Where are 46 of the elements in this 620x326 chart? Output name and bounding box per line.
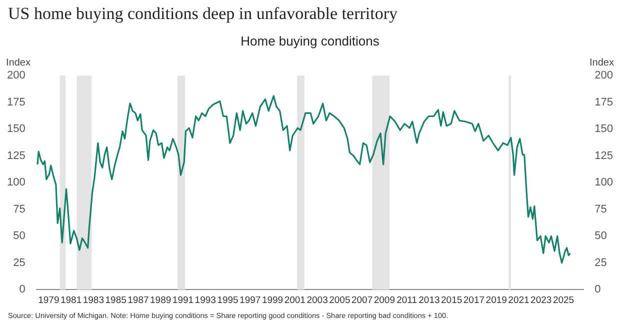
x-tick-label: 2023 — [530, 294, 552, 306]
chart-subtitle: Home buying conditions — [240, 33, 380, 48]
y2-tick-label: 200 — [594, 70, 614, 82]
x-tick-label: 1981 — [60, 294, 82, 306]
y-tick-label: 175 — [6, 96, 26, 108]
x-tick-label: 2003 — [306, 294, 328, 306]
y2-tick-label: 100 — [594, 176, 614, 189]
x-tick-label: 2021 — [508, 294, 530, 306]
y2-tick-label: 0 — [594, 284, 601, 296]
x-tick-label: 2017 — [463, 294, 485, 306]
y-tick-label: 200 — [6, 70, 26, 82]
x-tick-label: 1979 — [38, 294, 60, 306]
x-tick-label: 2005 — [329, 294, 350, 306]
x-tick-label: 1999 — [262, 294, 284, 306]
x-tick-label: 2025 — [552, 294, 574, 306]
x-tick-label: 2019 — [486, 294, 507, 306]
x-tick-label: 1989 — [150, 294, 172, 306]
y-tick-label: 125 — [6, 150, 26, 162]
y2-tick-label: 50 — [594, 230, 607, 242]
x-tick-label: 1997 — [240, 294, 261, 306]
y-tick-label: 50 — [13, 230, 26, 242]
y-tick-label: 100 — [6, 176, 26, 189]
x-tick-label: 2015 — [441, 294, 462, 306]
y-tick-label: 75 — [13, 203, 26, 216]
x-tick-label: 1995 — [217, 294, 238, 306]
y2-tick-label: 125 — [594, 150, 614, 162]
x-tick-label: 2007 — [351, 294, 373, 306]
x-tick-label: 2013 — [418, 294, 440, 306]
x-tick-label: 1985 — [105, 294, 126, 306]
y-tick-label: 25 — [13, 256, 26, 269]
chart-title: US home buying conditions deep in unfavorable territory — [8, 4, 398, 24]
x-tick-label: 1987 — [128, 294, 149, 306]
y2-tick-label: 25 — [594, 256, 607, 269]
x-tick-label: 2009 — [374, 294, 395, 306]
y2-tick-label: 175 — [594, 96, 614, 108]
x-tick-label: 1993 — [194, 294, 216, 306]
x-tick-label: 2011 — [396, 294, 418, 306]
y-tick-label: 0 — [19, 284, 26, 296]
y-axis-title: Index — [6, 57, 30, 68]
y2-axis-title: Index — [590, 57, 614, 68]
y2-tick-label: 150 — [594, 123, 614, 136]
x-tick-label: 1991 — [172, 294, 194, 306]
x-tick-label: 1983 — [82, 294, 104, 306]
y-tick-label: 150 — [6, 123, 26, 136]
x-tick-label: 2001 — [284, 294, 306, 306]
y2-tick-label: 75 — [594, 203, 607, 216]
